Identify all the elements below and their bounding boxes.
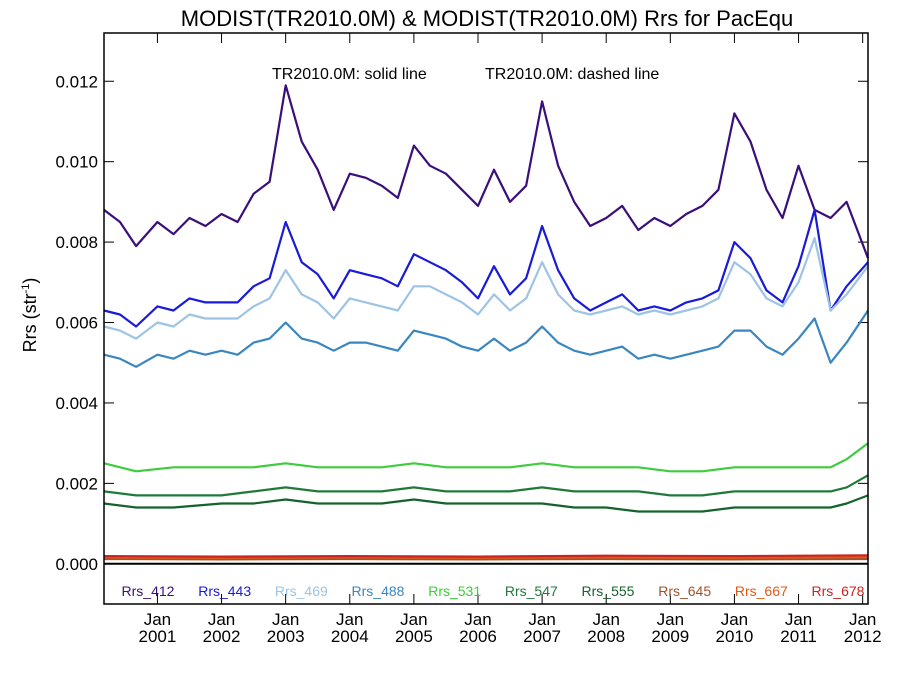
series-line-rrs-547 <box>103 474 869 497</box>
x-tick-month-label: Jan <box>400 610 427 629</box>
chart-title: MODIST(TR2010.0M) & MODIST(TR2010.0M) Rr… <box>181 6 793 31</box>
y-tick-label: 0.010 <box>55 153 98 172</box>
legend-label-rrs-412: Rrs_412 <box>122 583 175 599</box>
x-tick-year-label: 2002 <box>203 627 241 646</box>
x-tick-month-label: Jan <box>657 610 684 629</box>
x-tick-year-label: 2004 <box>331 627 369 646</box>
legend-label-rrs-645: Rrs_645 <box>658 583 711 599</box>
x-tick-year-label: 2006 <box>459 627 497 646</box>
x-tick-month-label: Jan <box>592 610 619 629</box>
y-tick-label: 0.006 <box>55 314 98 333</box>
x-tick-month-label: Jan <box>721 610 748 629</box>
x-tick-year-label: 2007 <box>523 627 561 646</box>
x-tick-month-label: Jan <box>272 610 299 629</box>
legend-label-rrs-678: Rrs_678 <box>812 583 865 599</box>
plot-area: 0.0000.0020.0040.0060.0080.0100.012Jan20… <box>55 33 882 646</box>
y-tick-label: 0.012 <box>55 72 98 91</box>
x-tick-month-label: Jan <box>336 610 363 629</box>
series-line-rrs-443 <box>103 208 869 328</box>
x-tick-year-label: 2003 <box>267 627 305 646</box>
legend-label-rrs-443: Rrs_443 <box>198 583 251 599</box>
y-tick-label: 0.004 <box>55 394 98 413</box>
series-line-rrs-531 <box>103 442 869 473</box>
legend-label-rrs-547: Rrs_547 <box>505 583 558 599</box>
series-line-rrs-678 <box>103 554 869 558</box>
series-line-rrs-488 <box>103 309 869 368</box>
x-tick-month-label: Jan <box>464 610 491 629</box>
series-line-rrs-667 <box>103 555 869 559</box>
plot-frame <box>103 32 869 605</box>
x-tick-month-label: Jan <box>849 610 876 629</box>
y-tick-label: 0.000 <box>55 555 98 574</box>
x-tick-year-label: 2010 <box>716 627 754 646</box>
legend-label-rrs-488: Rrs_488 <box>352 583 405 599</box>
x-tick-year-label: 2012 <box>844 627 882 646</box>
x-tick-month-label: Jan <box>528 610 555 629</box>
x-tick-year-label: 2008 <box>587 627 625 646</box>
legend-label-rrs-555: Rrs_555 <box>582 583 635 599</box>
x-tick-month-label: Jan <box>208 610 235 629</box>
y-tick-label: 0.002 <box>55 474 98 493</box>
legend-label-rrs-667: Rrs_667 <box>735 583 788 599</box>
x-tick-year-label: 2005 <box>395 627 433 646</box>
annotation-solid-line: TR2010.0M: solid line <box>272 66 427 83</box>
legend-label-rrs-531: Rrs_531 <box>428 583 481 599</box>
annotation-dashed-line: TR2010.0M: dashed line <box>485 66 659 83</box>
legend-label-rrs-469: Rrs_469 <box>275 583 328 599</box>
x-tick-year-label: 2011 <box>780 627 817 646</box>
x-tick-year-label: 2009 <box>651 627 689 646</box>
x-tick-month-label: Jan <box>144 610 171 629</box>
series-line-rrs-555 <box>103 494 869 513</box>
series-line-rrs-469 <box>103 237 869 340</box>
series-line-rrs-412 <box>103 84 870 259</box>
y-tick-label: 0.008 <box>55 233 98 252</box>
x-tick-month-label: Jan <box>785 610 812 629</box>
x-tick-year-label: 2001 <box>139 627 177 646</box>
y-axis-label: Rrs (str-1) <box>20 278 40 353</box>
